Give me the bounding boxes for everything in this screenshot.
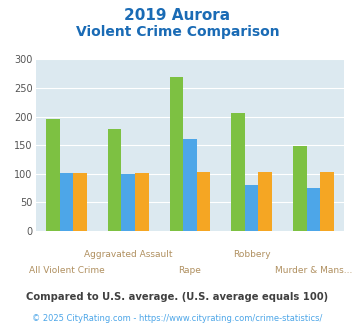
Text: Violent Crime Comparison: Violent Crime Comparison <box>76 25 279 39</box>
Bar <box>108 129 121 231</box>
Text: Robbery: Robbery <box>233 250 271 259</box>
Text: Rape: Rape <box>179 266 201 275</box>
Text: Compared to U.S. average. (U.S. average equals 100): Compared to U.S. average. (U.S. average … <box>26 292 329 302</box>
Bar <box>73 173 87 231</box>
Bar <box>320 172 334 231</box>
Text: Murder & Mans...: Murder & Mans... <box>275 266 352 275</box>
Bar <box>307 188 320 231</box>
Legend: Aurora, Colorado, National: Aurora, Colorado, National <box>47 326 333 330</box>
Text: All Violent Crime: All Violent Crime <box>28 266 104 275</box>
Bar <box>170 77 183 231</box>
Text: 2019 Aurora: 2019 Aurora <box>125 8 230 23</box>
Bar <box>245 185 258 231</box>
Bar <box>197 172 210 231</box>
Bar <box>135 173 148 231</box>
Bar <box>231 113 245 231</box>
Bar <box>183 140 197 231</box>
Bar <box>60 173 73 231</box>
Bar <box>258 172 272 231</box>
Bar <box>46 119 60 231</box>
Text: Aggravated Assault: Aggravated Assault <box>84 250 173 259</box>
Bar <box>121 174 135 231</box>
Bar <box>293 146 307 231</box>
Text: © 2025 CityRating.com - https://www.cityrating.com/crime-statistics/: © 2025 CityRating.com - https://www.city… <box>32 314 323 323</box>
